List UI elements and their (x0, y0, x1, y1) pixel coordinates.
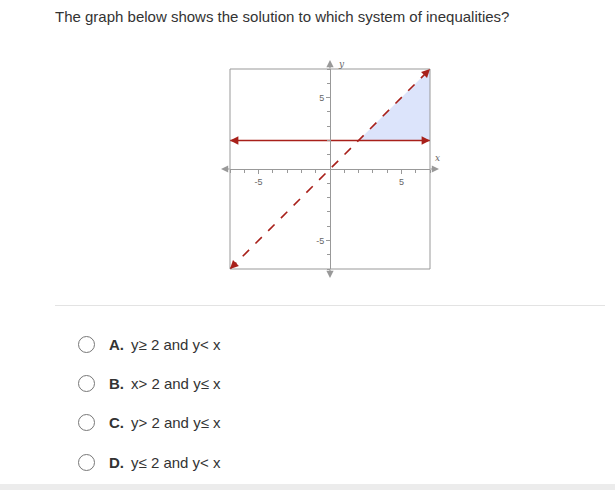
svg-text:5: 5 (399, 177, 404, 187)
html-text:y≥ 2 and y< x: y≥ 2 and y< x (131, 335, 221, 353)
html-text:D.: D. (109, 453, 124, 471)
svg-text:y: y (338, 59, 345, 69)
html-text:C.: C. (109, 413, 124, 431)
html-text:y≤ 2 and y< x: y≤ 2 and y< x (131, 453, 221, 471)
html-text:y> 2 and y≤ x: y> 2 and y≤ x (131, 413, 221, 431)
svg-text:x: x (435, 153, 440, 163)
html-text:The graph below shows the solu: The graph below shows the solution to wh… (55, 8, 510, 25)
html-text:A.: A. (109, 335, 124, 353)
svg-text:-5: -5 (316, 236, 324, 246)
svg-text:5: 5 (319, 93, 324, 103)
svg-text:-5: -5 (255, 177, 263, 187)
html-text:B.: B. (109, 374, 124, 392)
html-text:x> 2 and y≤ x: x> 2 and y≤ x (131, 374, 221, 392)
